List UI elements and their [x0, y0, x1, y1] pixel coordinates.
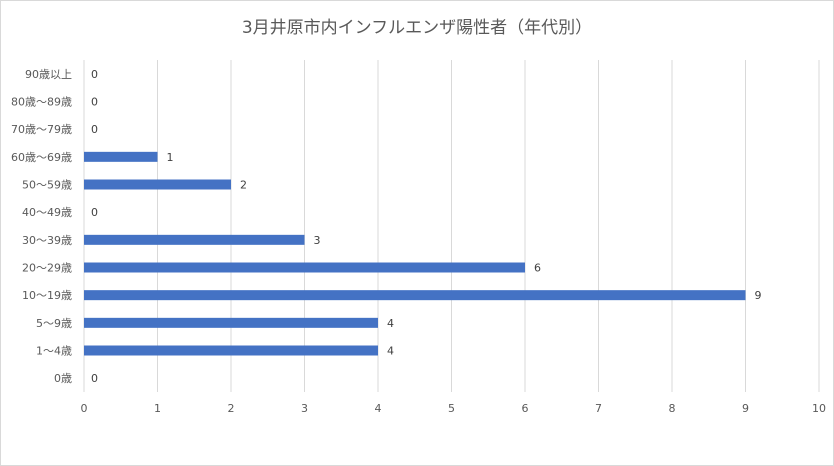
- x-tick-label: 3: [301, 402, 308, 415]
- category-label: 1〜4歳: [36, 345, 72, 358]
- x-tick-label: 9: [742, 402, 749, 415]
- category-label: 0歳: [54, 372, 72, 385]
- chart-title: 3月井原市内インフルエンザ陽性者（年代別）: [242, 18, 592, 38]
- category-label: 50〜59歳: [22, 179, 72, 192]
- data-label: 0: [91, 206, 98, 219]
- x-tick-label: 6: [522, 402, 529, 415]
- bar: [84, 151, 158, 162]
- data-label: 0: [91, 68, 98, 81]
- category-label: 20〜29歳: [22, 262, 72, 275]
- category-label: 90歳以上: [25, 68, 72, 81]
- data-label: 1: [167, 151, 174, 164]
- data-label: 0: [91, 372, 98, 385]
- data-label: 9: [755, 289, 762, 302]
- category-label: 40〜49歳: [22, 206, 72, 219]
- category-label: 70歳〜79歳: [11, 123, 72, 136]
- bar: [84, 179, 231, 190]
- data-label: 4: [387, 317, 394, 330]
- category-label: 10〜19歳: [22, 289, 72, 302]
- data-label: 6: [534, 262, 541, 275]
- data-label: 0: [91, 123, 98, 136]
- bar: [84, 317, 378, 328]
- category-label: 5〜9歳: [36, 317, 72, 330]
- category-label: 60歳〜69歳: [11, 151, 72, 164]
- bar: [84, 290, 746, 301]
- bar: [84, 345, 378, 356]
- category-label: 80歳〜89歳: [11, 96, 72, 109]
- data-label: 0: [91, 96, 98, 109]
- x-tick-label: 4: [375, 402, 382, 415]
- bar: [84, 262, 525, 273]
- x-tick-label: 5: [448, 402, 455, 415]
- x-tick-label: 1: [154, 402, 161, 415]
- x-tick-label: 10: [812, 402, 826, 415]
- data-label: 3: [314, 234, 321, 247]
- x-tick-label: 0: [81, 402, 88, 415]
- data-label: 4: [387, 345, 394, 358]
- x-tick-label: 2: [228, 402, 235, 415]
- x-tick-label: 7: [595, 402, 602, 415]
- bar: [84, 234, 305, 245]
- x-tick-label: 8: [669, 402, 676, 415]
- category-label: 30〜39歳: [22, 234, 72, 247]
- data-label: 2: [240, 179, 247, 192]
